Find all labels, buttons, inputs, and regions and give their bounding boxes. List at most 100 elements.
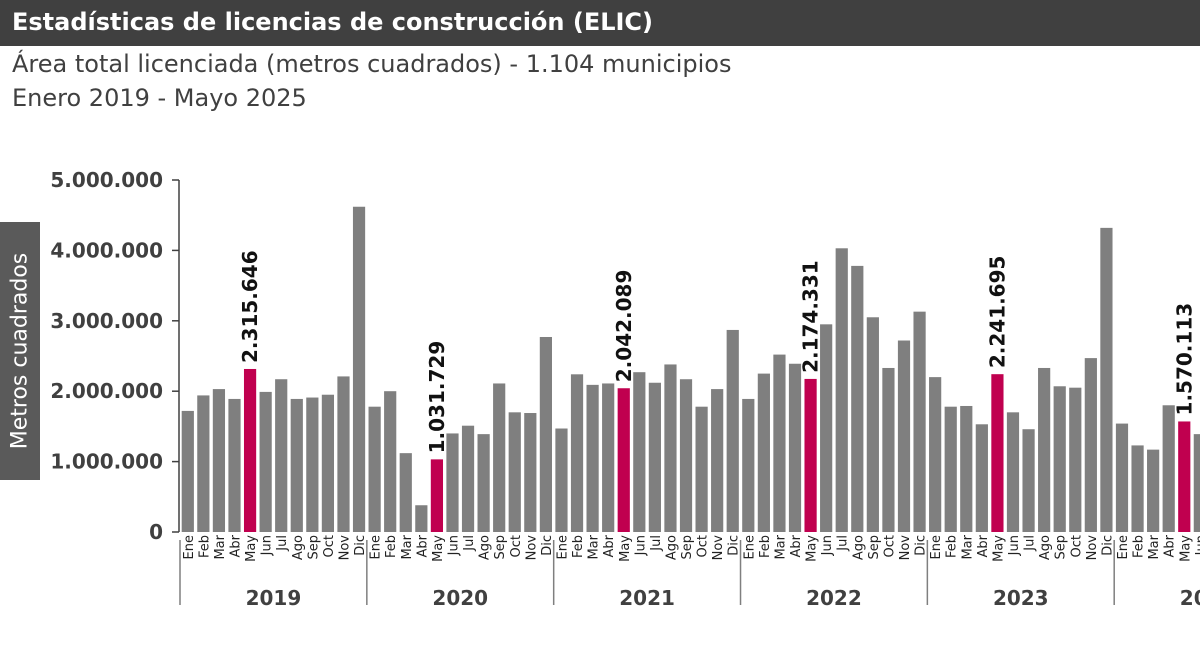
month-tick-label: Ago <box>291 535 306 560</box>
month-tick-label: Jul <box>275 535 290 552</box>
bar-2022-Nov <box>897 340 911 532</box>
month-tick-label: May <box>618 535 633 562</box>
month-tick-label: Oct <box>509 535 524 557</box>
bar-2019-Nov <box>337 376 350 532</box>
bar-2023-Jul <box>1022 429 1035 532</box>
month-tick-label: Nov <box>524 535 539 561</box>
bar-2021-Mar <box>586 384 599 532</box>
bar-2020-Feb <box>384 391 397 532</box>
bar-2024-Feb <box>1131 445 1144 532</box>
data-label-2021-May: 2.042.089 <box>612 270 636 383</box>
bar-2020-Dic <box>539 336 552 532</box>
bar-2023-Oct <box>1069 387 1082 532</box>
bar-2022-Ene <box>742 398 755 532</box>
month-tick-label: May <box>244 535 259 562</box>
month-tick-label: Nov <box>898 535 913 561</box>
month-tick-label: Jun <box>1194 535 1200 556</box>
year-label-2020: 2020 <box>432 586 488 610</box>
month-tick-label: Dic <box>353 535 368 556</box>
bar-2019-Jun <box>259 391 272 532</box>
bar-2021-Feb <box>570 374 584 532</box>
month-tick-label: Abr <box>976 534 991 557</box>
month-tick-label: Feb <box>571 535 586 558</box>
bar-2023-Sep <box>1053 386 1066 532</box>
bar-2022-Sep <box>866 317 879 532</box>
bar-2022-Mar <box>773 354 786 532</box>
year-label-2024: 2024 <box>1180 586 1200 610</box>
month-tick-label: Jun <box>820 535 835 556</box>
month-tick-label: Oct <box>1069 535 1084 557</box>
data-label-2024-May: 1.570.113 <box>1172 303 1196 416</box>
bar-2022-May <box>804 378 817 532</box>
bar-2019-May <box>243 368 257 532</box>
year-label-2023: 2023 <box>993 586 1049 610</box>
bar-2024-May <box>1178 421 1191 532</box>
month-tick-label: Mar <box>213 534 228 559</box>
month-tick-label: Jun <box>633 535 648 556</box>
bar-2021-Abr <box>602 383 615 532</box>
month-tick-label: May <box>991 535 1006 562</box>
month-tick-label: Nov <box>337 535 352 561</box>
bar-2020-Abr <box>415 505 428 532</box>
bar-2021-Dic <box>726 329 739 532</box>
year-label-2021: 2021 <box>619 586 675 610</box>
month-tick-label: Ene <box>742 535 757 559</box>
bar-2022-Dic <box>913 311 926 532</box>
bar-2020-Ago <box>477 434 490 532</box>
bar-2019-Dic <box>352 206 366 532</box>
month-tick-label: Sep <box>1054 535 1069 560</box>
bar-2023-Jun <box>1006 412 1020 532</box>
month-tick-label: Sep <box>306 535 321 560</box>
y-axis-label-box: Metros cuadrados <box>0 222 40 480</box>
data-label-2019-May: 2.315.646 <box>238 250 262 363</box>
bar-2019-Ene <box>181 410 194 532</box>
bar-2024-Jun <box>1193 434 1200 532</box>
bar-2019-Ago <box>290 398 303 532</box>
month-tick-label: Abr <box>415 534 430 557</box>
bar-2021-Ene <box>555 428 568 532</box>
month-tick-label: May <box>1178 535 1193 562</box>
month-tick-label: Abr <box>789 534 804 557</box>
month-tick-label: Jun <box>446 535 461 556</box>
bar-2021-Jun <box>633 372 646 532</box>
data-label-2020-May: 1.031.729 <box>425 341 449 454</box>
month-tick-label: May <box>805 535 820 562</box>
month-tick-label: Dic <box>540 535 555 556</box>
month-tick-label: Ago <box>851 535 866 560</box>
month-tick-label: Abr <box>1163 534 1178 557</box>
month-tick-label: Feb <box>758 535 773 558</box>
month-tick-label: Feb <box>197 535 212 558</box>
bar-2020-May <box>430 459 444 532</box>
bar-2021-Sep <box>679 379 693 532</box>
month-tick-label: Oct <box>696 535 711 557</box>
bar-2023-Mar <box>960 405 973 532</box>
bar-2020-Sep <box>493 383 506 532</box>
month-tick-label: Nov <box>711 535 726 561</box>
month-tick-label: Ene <box>555 535 570 559</box>
bar-2024-Mar <box>1147 449 1160 532</box>
month-tick-label: Oct <box>322 535 337 557</box>
bar-2023-Dic <box>1100 227 1113 532</box>
month-tick-label: Dic <box>914 535 929 556</box>
bar-2022-Feb <box>757 373 770 532</box>
title-bar: Estadísticas de licencias de construcció… <box>0 0 1200 46</box>
month-tick-label: Mar <box>773 534 788 559</box>
bar-2021-Nov <box>711 389 724 532</box>
month-tick-label: Ene <box>369 535 384 559</box>
month-tick-label: Sep <box>867 535 882 560</box>
bar-2021-Oct <box>695 406 708 532</box>
month-tick-label: Ene <box>1116 535 1131 559</box>
bar-2021-Ago <box>664 364 677 532</box>
y-tick-label: 1.000.000 <box>50 450 163 474</box>
y-tick-label: 2.000.000 <box>50 379 163 403</box>
month-tick-label: Ago <box>478 535 493 560</box>
bar-2024-Abr <box>1162 405 1175 532</box>
month-tick-label: Ene <box>929 535 944 559</box>
y-tick-label: 0 <box>149 520 163 544</box>
bar-2021-Jul <box>648 382 661 532</box>
bar-2019-Mar <box>212 389 226 532</box>
month-tick-label: Jul <box>649 535 664 552</box>
month-tick-label: May <box>431 535 446 562</box>
bar-2022-Jun <box>820 324 833 532</box>
month-tick-label: Oct <box>882 535 897 557</box>
